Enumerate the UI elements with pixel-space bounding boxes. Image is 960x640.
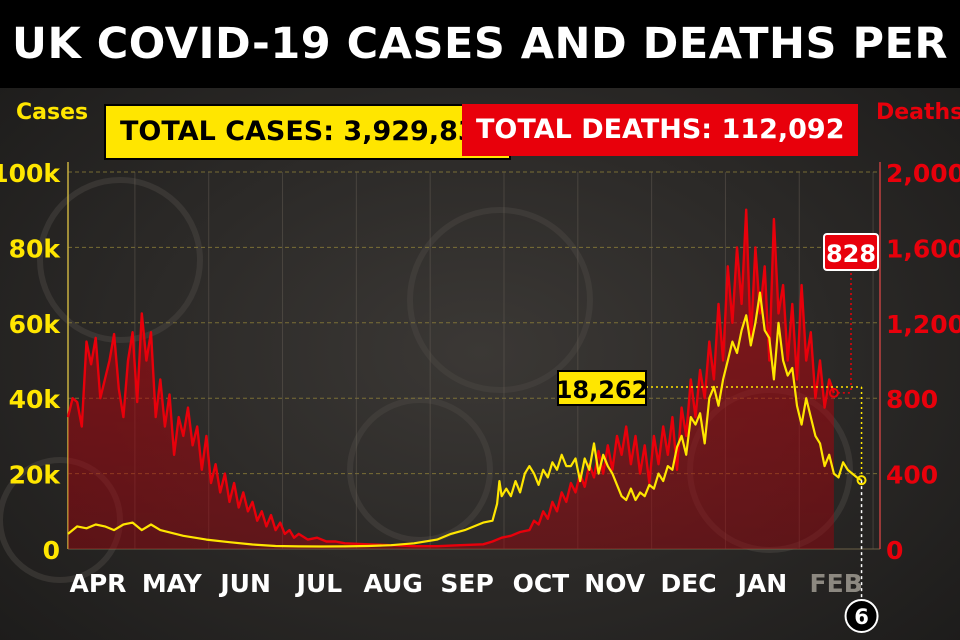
y-tick-label-cases: 80k: [9, 234, 62, 263]
y-tick-label-deaths: 400: [886, 461, 938, 490]
cases-end-point: [856, 475, 867, 486]
x-tick-label: AUG: [364, 569, 423, 598]
y-tick-label-deaths: 1,600: [886, 234, 960, 263]
y-tick-label-deaths: 1,200: [886, 310, 960, 339]
y-tick-label-cases: 100k: [0, 159, 61, 188]
y-tick-label-cases: 60k: [9, 310, 62, 339]
deaths-line: [66, 208, 836, 548]
virus-decoration-icon: [347, 397, 493, 543]
x-tick-label: APR: [70, 569, 127, 598]
x-tick-label: JUN: [218, 569, 271, 598]
x-tick-label: JUL: [295, 569, 343, 598]
x-tick-label: MAY: [142, 569, 203, 598]
x-tick-label: SEP: [440, 569, 493, 598]
cases-line: [67, 291, 863, 548]
deaths-annotation-label: 828: [826, 240, 876, 268]
y-tick-label-deaths: 0: [886, 536, 903, 565]
x-tick-label: OCT: [513, 569, 570, 598]
deaths-annotation-box: [823, 233, 879, 271]
total-deaths-badge: TOTAL DEATHS: 112,092: [462, 104, 859, 156]
x-tick-label: FEB: [810, 569, 863, 598]
date-marker-circle: [844, 599, 879, 633]
total-cases-badge: TOTAL CASES: 3,929,835: [104, 104, 512, 160]
y-tick-label-cases: 0: [43, 536, 60, 565]
y-tick-label-cases: 20k: [9, 461, 62, 490]
date-marker-label: 6: [854, 605, 869, 629]
cases-annotation-label: 18,262: [556, 376, 649, 404]
x-tick-label: DEC: [660, 569, 716, 598]
x-tick-label: NOV: [584, 569, 646, 598]
y-tick-label-deaths: 2,000: [886, 159, 960, 188]
page-title: UK COVID-19 CASES AND DEATHS PER DAY: [0, 0, 960, 157]
cases-annotation-box: [557, 370, 647, 406]
y-axis-title-cases: Cases: [16, 100, 89, 125]
virus-decoration-icon: [407, 207, 593, 393]
y-tick-label-cases: 40k: [9, 385, 62, 414]
y-axis-title-deaths: Deaths: [876, 100, 960, 125]
x-tick-label: JAN: [736, 569, 788, 598]
virus-decoration-icon: [37, 177, 203, 343]
y-tick-label-deaths: 800: [886, 385, 938, 414]
